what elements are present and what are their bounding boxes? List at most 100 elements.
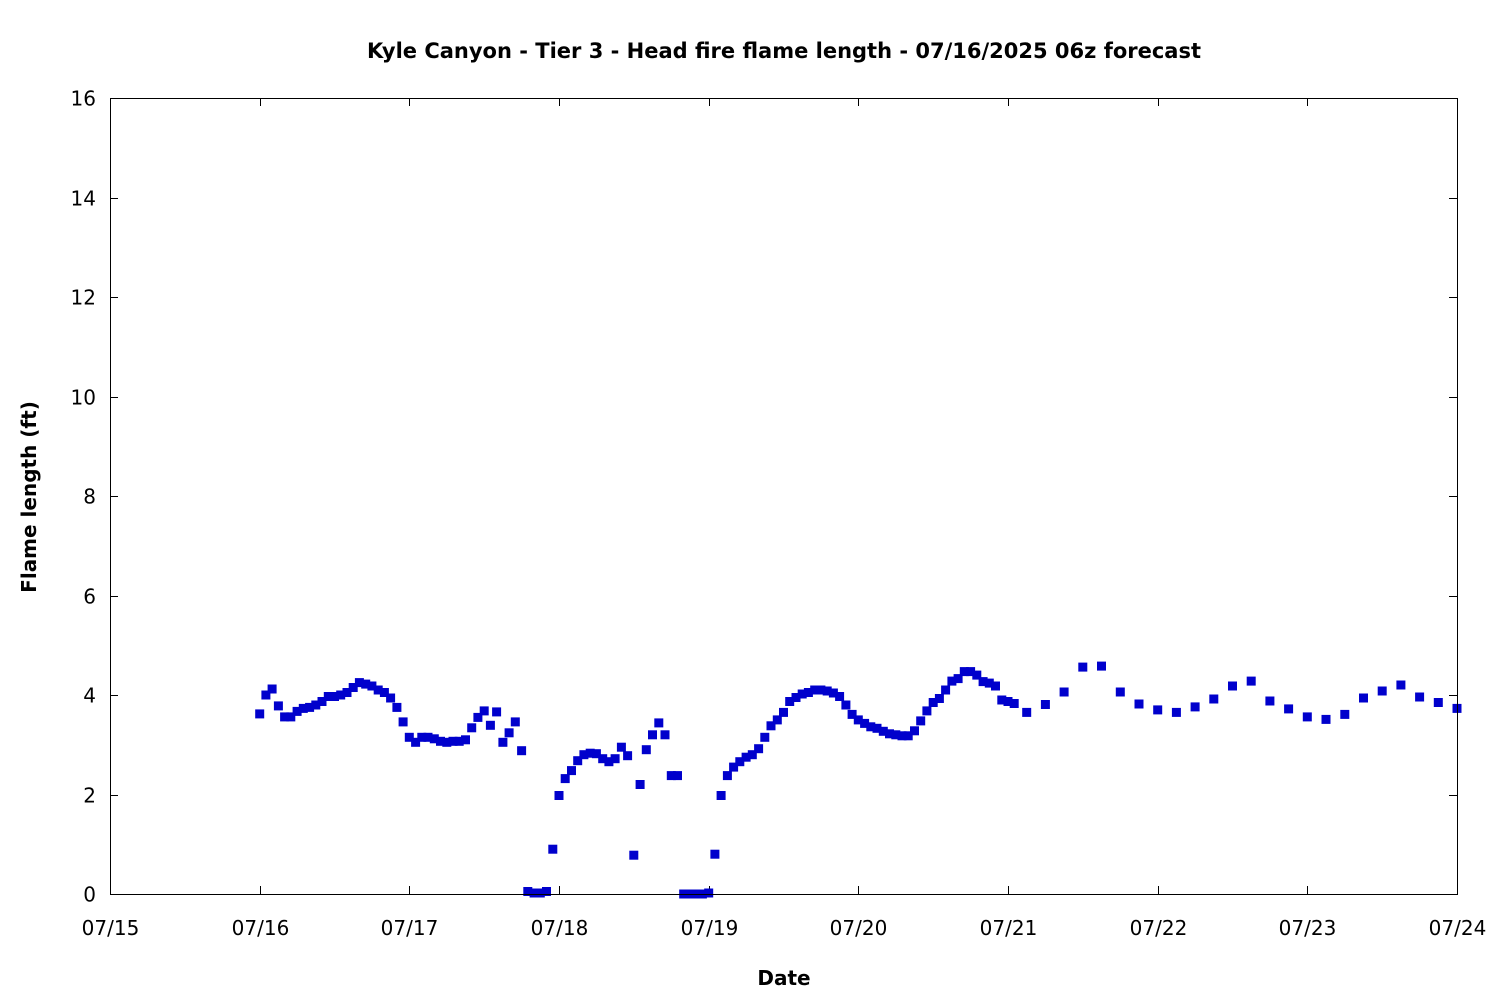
data-point — [928, 698, 938, 707]
axis-ticks: 07/15 07/16 07/17 07/18 07/19 07/20 07/21 07/22… — [71, 87, 1487, 941]
data-point — [286, 712, 296, 722]
data-point — [1415, 692, 1425, 702]
data-point — [1265, 696, 1275, 706]
data-point — [379, 688, 389, 697]
data-point — [916, 716, 926, 726]
data-point — [535, 888, 545, 898]
y-tick-label: 10 — [71, 386, 96, 410]
data-point — [1022, 707, 1032, 717]
data-point — [429, 734, 439, 744]
data-point — [317, 697, 327, 706]
data-point — [461, 735, 470, 745]
data-point — [716, 791, 726, 800]
data-point — [348, 683, 358, 692]
y-tick-label: 0 — [83, 883, 96, 907]
data-point — [261, 690, 271, 700]
data-point — [473, 712, 483, 722]
data-point — [785, 697, 795, 706]
data-point — [959, 667, 969, 677]
data-point — [292, 706, 302, 716]
data-point — [1433, 698, 1443, 707]
x-tick-label: 07/16 — [232, 916, 290, 940]
data-point — [816, 685, 826, 695]
y-tick-label: 2 — [83, 784, 96, 808]
data-point — [897, 731, 907, 741]
data-point — [616, 742, 626, 752]
data-point — [835, 692, 845, 701]
data-point — [872, 723, 882, 733]
data-point — [953, 674, 963, 684]
data-point — [704, 888, 714, 898]
data-point — [722, 771, 732, 781]
data-point — [1284, 704, 1294, 714]
data-point — [280, 712, 290, 722]
data-point — [267, 684, 277, 694]
data-point — [779, 707, 788, 717]
data-point — [710, 849, 720, 859]
data-point — [610, 754, 620, 764]
data-point — [791, 693, 801, 702]
data-point — [766, 721, 776, 731]
data-point — [941, 685, 951, 695]
y-tick-label: 12 — [71, 286, 96, 310]
data-point — [273, 701, 283, 711]
data-point — [1190, 702, 1200, 712]
data-point — [860, 718, 870, 728]
data-point — [1321, 714, 1331, 724]
data-point — [305, 702, 315, 712]
data-point — [1134, 699, 1144, 709]
data-point — [517, 746, 527, 756]
data-point — [1340, 709, 1350, 719]
data-point — [1040, 700, 1050, 709]
x-tick-label: 07/19 — [681, 916, 739, 940]
data-point — [991, 681, 1000, 691]
data-point — [479, 706, 489, 716]
data-point — [1396, 680, 1406, 690]
data-point — [1003, 697, 1013, 706]
data-point — [623, 751, 633, 761]
data-point — [448, 736, 458, 746]
data-point — [878, 726, 888, 736]
data-point — [729, 762, 739, 772]
data-point — [529, 888, 539, 898]
data-point — [1302, 712, 1312, 722]
data-point — [754, 744, 764, 754]
data-point — [411, 737, 421, 747]
data-point — [361, 679, 371, 689]
data-point — [542, 887, 551, 896]
data-point — [641, 745, 651, 755]
x-tick-label: 07/15 — [82, 916, 140, 940]
data-point — [660, 730, 670, 740]
x-axis-label: Date — [757, 966, 810, 990]
data-point — [342, 688, 352, 697]
data-point — [591, 749, 601, 759]
data-point — [984, 678, 994, 688]
plot-frame — [110, 98, 1458, 895]
data-point — [417, 732, 427, 742]
data-point — [554, 791, 564, 800]
data-point — [336, 690, 346, 700]
data-point — [1209, 694, 1219, 704]
data-point — [1009, 699, 1019, 708]
data-point — [442, 737, 452, 747]
data-point — [629, 850, 639, 860]
x-tick-label: 07/18 — [531, 916, 589, 940]
data-point — [966, 667, 976, 677]
y-tick-label: 4 — [83, 684, 96, 708]
data-point — [847, 709, 857, 719]
data-point — [648, 730, 657, 740]
x-tick-label: 07/22 — [1130, 916, 1188, 940]
x-tick-label: 07/24 — [1429, 916, 1487, 940]
data-point — [866, 722, 876, 732]
data-point — [853, 715, 863, 725]
data-point — [822, 686, 832, 696]
data-point — [354, 678, 364, 688]
data-point — [797, 689, 807, 699]
y-tick-label: 16 — [71, 87, 96, 111]
data-point — [803, 688, 813, 697]
data-point — [585, 748, 595, 758]
data-point — [885, 729, 894, 739]
data-point — [673, 771, 682, 781]
data-point — [404, 732, 414, 742]
